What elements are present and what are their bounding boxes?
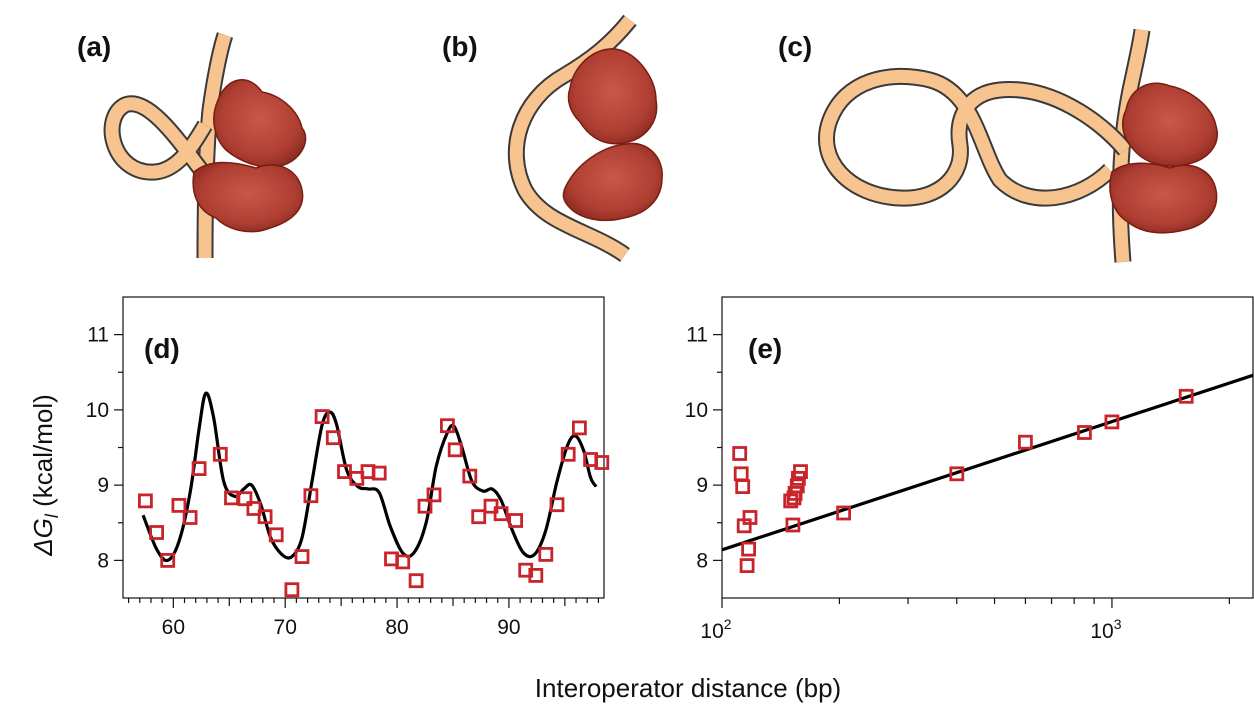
data-point-d	[284, 582, 300, 598]
panel-label-b: (b)	[442, 31, 478, 62]
data-point-d	[149, 525, 165, 540]
data-point-e	[836, 505, 851, 521]
y-tick-label-d: 11	[87, 324, 109, 347]
data-point-e	[789, 478, 805, 494]
y-tick-label-e: 9	[696, 474, 708, 497]
repressor-protein-c	[1109, 82, 1219, 234]
data-point-d	[171, 497, 187, 513]
y-axis-title-symbol: ΔG	[28, 518, 58, 557]
data-point-e	[742, 510, 758, 525]
data-point-d	[447, 442, 463, 458]
fit-line-e	[722, 373, 1253, 552]
data-point-d	[191, 461, 207, 477]
repressor-protein-b	[562, 48, 663, 222]
fit-curve-d	[141, 391, 598, 563]
y-axis-title: ΔGl (kcal/mol)	[28, 394, 62, 557]
panel-label-a: (a)	[77, 31, 111, 62]
y-axis-title-subscript: l	[42, 513, 62, 518]
axis-ticks-d	[114, 334, 600, 608]
data-point-d	[314, 409, 330, 425]
data-point-e	[1018, 434, 1033, 450]
data-point-d	[395, 554, 411, 570]
y-tick-label-d: 10	[86, 399, 109, 422]
data-point-d	[560, 446, 576, 462]
data-point-d	[408, 573, 424, 589]
data-point-d	[528, 568, 544, 583]
plot-frame-e	[721, 296, 1254, 599]
data-point-d	[508, 513, 524, 528]
data-point-e	[785, 517, 801, 533]
data-point-d	[572, 420, 587, 436]
data-point-e	[732, 446, 748, 461]
x-tick-label-d: 90	[497, 616, 520, 639]
panel-label-c: (c)	[778, 31, 812, 62]
x-tick-label-e: 103	[1090, 616, 1121, 643]
chart-e: 8 9 10 11 102 103 (e)	[685, 296, 1254, 643]
data-point-e	[739, 558, 755, 573]
data-point-d	[549, 497, 565, 513]
x-tick-label-d: 60	[162, 616, 185, 639]
y-tick-label-d: 8	[97, 549, 109, 572]
data-point-d	[237, 491, 253, 507]
data-point-d	[303, 488, 319, 504]
data-point-d	[594, 455, 610, 470]
data-points-d	[137, 409, 610, 598]
data-point-d	[426, 487, 442, 503]
data-point-d	[371, 465, 387, 481]
data-point-d	[462, 468, 478, 484]
data-point-d	[246, 501, 262, 516]
data-point-d	[493, 506, 509, 522]
data-point-d	[483, 498, 499, 514]
data-point-d	[257, 509, 273, 525]
data-point-d	[417, 498, 433, 514]
data-point-e	[949, 466, 965, 482]
illustration-c: (c)	[778, 28, 1219, 263]
panel-label-e: (e)	[748, 333, 782, 364]
axis-ticks-e	[713, 334, 1230, 608]
data-points-e	[732, 388, 1194, 573]
data-point-d	[268, 527, 284, 543]
panel-label-d: (d)	[144, 333, 180, 364]
y-tick-label-d: 9	[97, 474, 109, 497]
illustration-b: (b)	[442, 14, 663, 263]
chart-d: 8 9 10 11 60 70 80 90 (d)	[86, 296, 610, 639]
data-point-d	[137, 493, 153, 509]
dna-strand-a	[103, 32, 234, 259]
y-tick-label-e: 10	[685, 399, 708, 422]
data-point-d	[182, 510, 198, 525]
data-point-d	[212, 446, 228, 462]
data-point-e	[1178, 388, 1194, 404]
data-point-e	[733, 466, 749, 482]
data-point-e	[741, 541, 756, 557]
data-point-d	[294, 549, 310, 564]
data-point-e	[1077, 425, 1092, 440]
y-tick-label-e: 11	[686, 324, 708, 347]
y-axis-title-units: (kcal/mol)	[28, 394, 58, 514]
data-point-e	[1104, 414, 1120, 430]
data-point-d	[538, 547, 554, 562]
tick-labels-e: 8 9 10 11 102 103	[685, 324, 1122, 643]
y-tick-label-e: 8	[696, 549, 708, 572]
x-tick-label-d: 70	[274, 616, 297, 639]
data-point-d	[160, 553, 176, 568]
data-point-e	[735, 479, 751, 495]
x-tick-label-e: 102	[700, 616, 731, 643]
data-point-d	[471, 509, 487, 525]
tick-labels-d: 8 9 10 11 60 70 80 90	[86, 324, 521, 639]
dna-strand-c	[818, 28, 1151, 263]
data-point-e	[787, 485, 803, 501]
data-point-d	[439, 418, 455, 434]
data-point-e	[793, 464, 808, 480]
data-point-d	[325, 430, 341, 446]
repressor-protein-a	[192, 79, 307, 233]
data-point-e	[783, 493, 799, 509]
x-axis-title: Interoperator distance (bp)	[535, 673, 841, 703]
illustration-a: (a)	[77, 31, 307, 259]
x-tick-label-d: 80	[385, 616, 408, 639]
